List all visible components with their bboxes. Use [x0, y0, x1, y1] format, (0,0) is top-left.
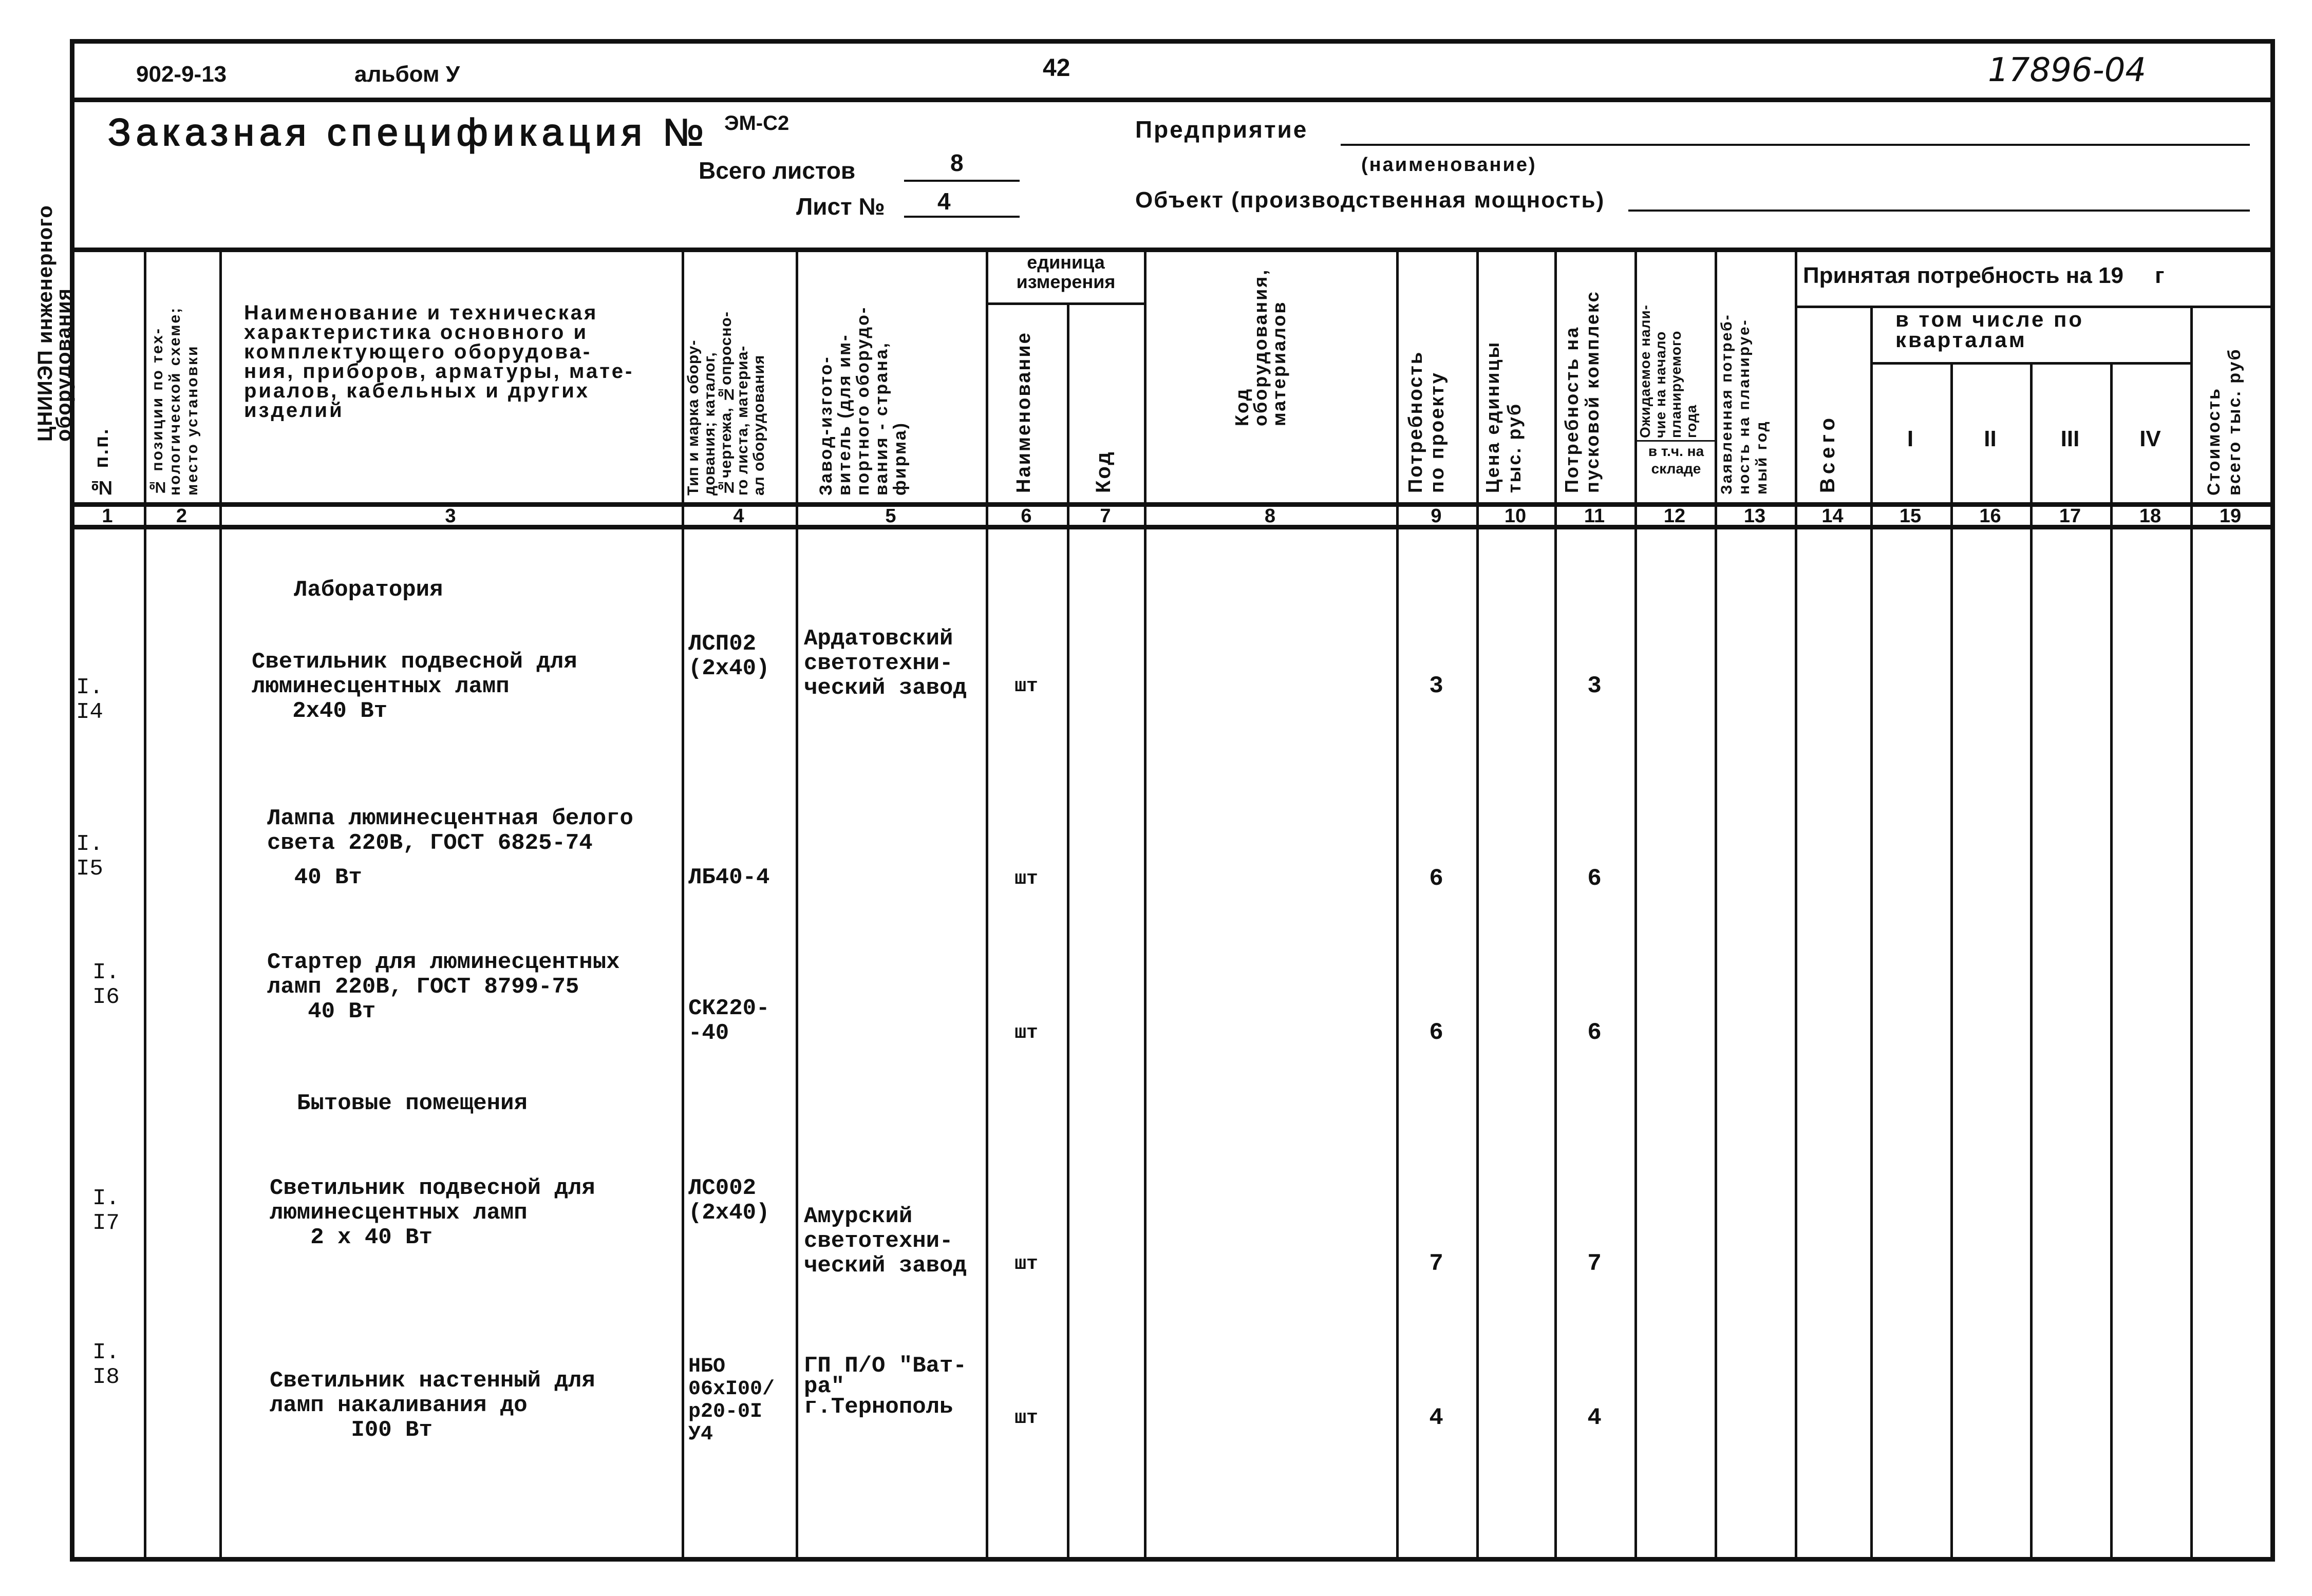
column-number: 9	[1431, 505, 1442, 527]
column-number: 10	[1504, 505, 1527, 527]
column-number: 6	[1021, 505, 1032, 527]
column-number: 13	[1743, 505, 1766, 527]
col-header-6: Наименование	[1013, 331, 1035, 493]
row-unit: шт	[1014, 868, 1038, 890]
row-name-power: 40 Вт	[267, 865, 362, 890]
column-number: 16	[1979, 505, 2001, 527]
row-type: НБО 06хI00/ р20-0I У4	[688, 1355, 775, 1446]
col-header-2: № позиции по тех- нологической схеме; ме…	[149, 306, 201, 496]
row-position: I. I7	[92, 1186, 120, 1236]
col-header-13: Заявленная потреб- ность на планируе- мы…	[1718, 313, 1770, 495]
column-number: 15	[1899, 505, 1922, 527]
enterprise-field	[1341, 144, 2250, 146]
column-number: 12	[1663, 505, 1686, 527]
col-header-12-sub: в т.ч. на складе	[1648, 443, 1704, 477]
row-startup: 7	[1587, 1250, 1602, 1277]
col-header-19: Стоимость всего тыс. руб	[2204, 348, 2244, 496]
row-need: 3	[1429, 673, 1443, 699]
row-name: Светильник настенный для ламп накаливани…	[270, 1368, 595, 1443]
col-header-9: Потребность по проекту	[1405, 350, 1448, 493]
object-field	[1628, 210, 2250, 212]
total-sheets-label: Всего листов	[699, 157, 856, 184]
section-heading: Лаборатория	[294, 577, 443, 603]
column-number: 18	[2139, 505, 2161, 527]
project-code: 902-9-13	[136, 62, 227, 87]
col-header-8: Код оборудования, материалов	[1231, 268, 1289, 426]
column-number: 8	[1264, 505, 1276, 527]
accepted-group-header: Принятая потребность на 19 г	[1803, 263, 2165, 288]
section-heading: Бытовые помещения	[297, 1091, 528, 1116]
object-label: Объект (производственная мощность)	[1135, 187, 1605, 213]
col-header-4: Тип и марка обору- дования; каталог, №че…	[685, 311, 767, 496]
row-type: ЛБ40-4	[688, 865, 770, 890]
col-header-16: II	[1984, 426, 1997, 451]
col-header-17: III	[2060, 426, 2080, 451]
col-header-15: I	[1907, 426, 1914, 451]
column-number: 2	[176, 505, 187, 527]
column-number: 19	[2219, 505, 2242, 527]
row-maker: Амурский светотехни- ческий завод	[804, 1204, 967, 1279]
row-position: I. I6	[92, 960, 120, 1010]
row-position: I. I4	[76, 675, 103, 725]
album-label: альбом У	[354, 62, 460, 87]
spec-title: Заказная спецификация №	[107, 110, 709, 154]
total-sheets-value: 8	[950, 149, 964, 176]
column-number: 3	[445, 505, 456, 527]
row-name: Светильник подвесной для люминесцентных …	[252, 649, 577, 724]
row-startup: 6	[1587, 865, 1602, 892]
col-header-5: Завод-изгото- витель (для им- портного о…	[816, 306, 910, 496]
quarters-group-header: в том числе по кварталам	[1895, 307, 2084, 352]
spec-number: ЭМ-С2	[724, 112, 790, 135]
row-startup: 3	[1587, 673, 1602, 699]
row-name: Стартер для люминесцентных ламп 220В, ГО…	[267, 949, 620, 1024]
col-header-14: Всего	[1816, 414, 1839, 493]
row-unit: шт	[1014, 1407, 1038, 1429]
column-number: 14	[1821, 505, 1844, 527]
col-header-7: Код	[1092, 450, 1115, 493]
enterprise-label: Предприятие	[1135, 116, 1308, 143]
row-startup: 4	[1587, 1404, 1602, 1431]
enterprise-hint: (наименование)	[1361, 154, 1537, 176]
column-number: 11	[1584, 505, 1605, 527]
row-maker: ГП П/О "Ват- ра" г.Тернополь	[804, 1353, 967, 1420]
sheet-number-label: Лист №	[796, 193, 885, 220]
row-startup: 6	[1587, 1019, 1602, 1046]
document-number: 17896-04	[1988, 51, 2147, 89]
row-need: 6	[1429, 1019, 1443, 1046]
col-header-10: Цена единицы тыс. руб	[1482, 340, 1525, 493]
row-need: 4	[1429, 1404, 1443, 1431]
row-position: I. I5	[76, 831, 103, 882]
col-header-18: IV	[2139, 426, 2161, 451]
col-header-1: № п.п.	[91, 427, 112, 498]
column-number: 4	[733, 505, 744, 527]
col-header-11: Потребность на пусковой комплекс	[1561, 290, 1603, 493]
column-number: 1	[102, 505, 113, 527]
unit-group-header: единица измерения	[1016, 252, 1116, 292]
column-number: 17	[2059, 505, 2081, 527]
row-name: Светильник подвесной для люминесцентных …	[270, 1175, 595, 1250]
page-number: 42	[1043, 54, 1070, 82]
row-type: СК220- -40	[688, 996, 770, 1046]
row-unit: шт	[1014, 1022, 1038, 1044]
col-header-12: Ожидаемое нали- чие на начало планируемо…	[1637, 305, 1699, 438]
row-type: ЛСП02 (2х40)	[688, 631, 770, 681]
row-unit: шт	[1014, 1253, 1038, 1275]
row-unit: шт	[1014, 675, 1038, 697]
col-header-3: Наименование и техническая характеристик…	[244, 301, 634, 422]
row-position: I. I8	[92, 1340, 120, 1390]
row-type: ЛС002 (2х40)	[688, 1175, 770, 1226]
row-maker: Ардатовский светотехни- ческий завод	[804, 626, 967, 701]
sheet-number-value: 4	[937, 188, 951, 215]
row-need: 6	[1429, 865, 1443, 892]
row-name: Лампа люминесцентная белого света 220В, …	[267, 806, 633, 856]
margin-organization-text: ЦНИИЭП инженерного оборудования	[34, 205, 75, 442]
row-need: 7	[1429, 1250, 1443, 1277]
column-number: 5	[885, 505, 896, 527]
column-number: 7	[1100, 505, 1111, 527]
